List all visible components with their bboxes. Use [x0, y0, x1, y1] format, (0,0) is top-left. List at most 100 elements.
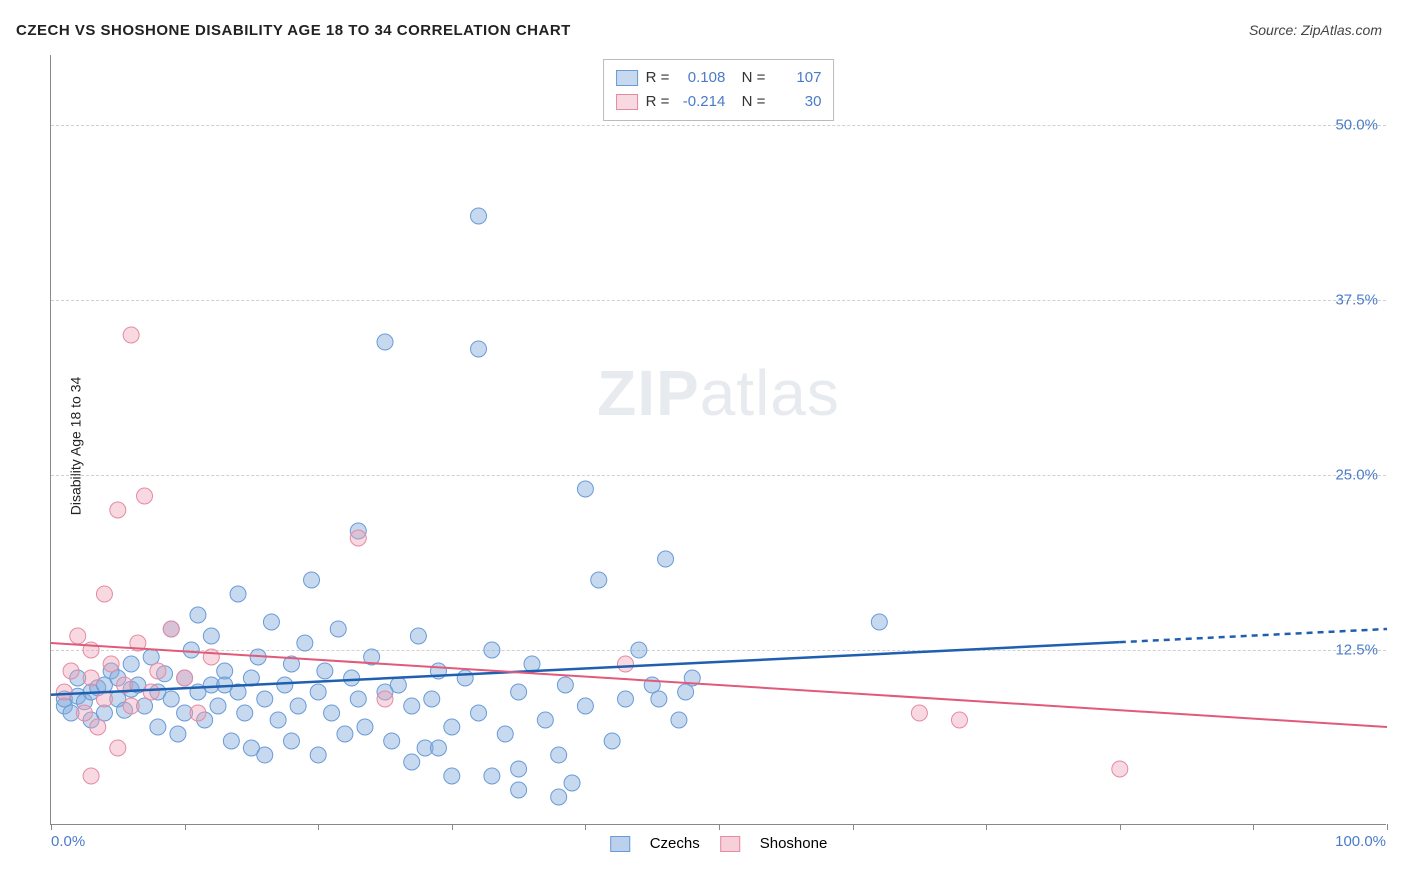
scatter-point	[56, 684, 72, 700]
scatter-point	[484, 642, 500, 658]
scatter-point	[96, 586, 112, 602]
x-tick	[1120, 824, 1121, 830]
legend-n-label: N =	[733, 66, 765, 90]
scatter-point	[270, 712, 286, 728]
plot-area: ZIPatlas 12.5%25.0%37.5%50.0% 0.0% 100.0…	[50, 55, 1386, 825]
scatter-point	[617, 691, 633, 707]
scatter-point	[471, 705, 487, 721]
x-tick	[51, 824, 52, 830]
legend-r-label: R =	[646, 90, 670, 114]
scatter-point	[203, 628, 219, 644]
scatter-point	[671, 712, 687, 728]
scatter-point	[350, 530, 366, 546]
scatter-point	[277, 677, 293, 693]
scatter-point	[137, 488, 153, 504]
scatter-point	[604, 733, 620, 749]
scatter-point	[871, 614, 887, 630]
x-tick	[1253, 824, 1254, 830]
scatter-point	[83, 670, 99, 686]
scatter-point	[330, 621, 346, 637]
scatter-point	[123, 698, 139, 714]
scatter-point	[70, 628, 86, 644]
scatter-point	[457, 670, 473, 686]
scatter-point	[424, 691, 440, 707]
scatter-point	[183, 642, 199, 658]
scatter-point	[210, 698, 226, 714]
scatter-point	[143, 684, 159, 700]
scatter-point	[557, 677, 573, 693]
scatter-point	[471, 341, 487, 357]
scatter-point	[190, 705, 206, 721]
scatter-point	[177, 670, 193, 686]
scatter-point	[257, 747, 273, 763]
scatter-point	[263, 614, 279, 630]
legend-n-label: N =	[733, 90, 765, 114]
scatter-point	[430, 740, 446, 756]
scatter-point	[357, 719, 373, 735]
scatter-point	[404, 698, 420, 714]
scatter-point	[344, 670, 360, 686]
scatter-point	[511, 782, 527, 798]
legend-swatch	[616, 70, 638, 86]
scatter-point	[163, 691, 179, 707]
scatter-point	[257, 691, 273, 707]
scatter-point	[290, 698, 306, 714]
scatter-point	[551, 789, 567, 805]
scatter-point	[551, 747, 567, 763]
scatter-point	[410, 628, 426, 644]
scatter-point	[444, 719, 460, 735]
scatter-point	[577, 698, 593, 714]
scatter-point	[150, 719, 166, 735]
correlation-legend: R = 0.108 N = 107R = -0.214 N = 30	[603, 59, 835, 121]
scatter-point	[404, 754, 420, 770]
scatter-point	[283, 733, 299, 749]
scatter-point	[1112, 761, 1128, 777]
scatter-point	[230, 586, 246, 602]
regression-line-dashed	[1120, 629, 1387, 642]
scatter-point	[390, 677, 406, 693]
x-tick	[1387, 824, 1388, 830]
scatter-point	[631, 642, 647, 658]
legend-row: R = -0.214 N = 30	[616, 90, 822, 114]
legend-series-label: Czechs	[650, 835, 700, 852]
x-axis-min-label: 0.0%	[51, 833, 85, 850]
scatter-point	[678, 684, 694, 700]
scatter-point	[170, 726, 186, 742]
chart-container: CZECH VS SHOSHONE DISABILITY AGE 18 TO 3…	[0, 0, 1406, 892]
scatter-point	[297, 635, 313, 651]
scatter-point	[484, 768, 500, 784]
scatter-point	[658, 551, 674, 567]
scatter-point	[163, 621, 179, 637]
scatter-point	[150, 663, 166, 679]
scatter-point	[511, 761, 527, 777]
legend-r-value: 0.108	[677, 66, 725, 90]
x-tick	[585, 824, 586, 830]
scatter-point	[237, 705, 253, 721]
scatter-point	[123, 327, 139, 343]
legend-r-value: -0.214	[677, 90, 725, 114]
legend-swatch	[610, 836, 630, 852]
scatter-point	[591, 572, 607, 588]
legend-row: R = 0.108 N = 107	[616, 66, 822, 90]
scatter-point	[90, 719, 106, 735]
scatter-point	[651, 691, 667, 707]
scatter-point	[110, 740, 126, 756]
source-label: Source: ZipAtlas.com	[1249, 22, 1382, 38]
scatter-point	[577, 481, 593, 497]
legend-n-value: 30	[773, 90, 821, 114]
x-tick	[986, 824, 987, 830]
scatter-point	[337, 726, 353, 742]
series-legend: CzechsShoshone	[610, 835, 828, 852]
scatter-point	[310, 684, 326, 700]
scatter-point	[324, 705, 340, 721]
scatter-point	[123, 656, 139, 672]
scatter-point	[377, 691, 393, 707]
scatter-point	[317, 663, 333, 679]
scatter-point	[377, 334, 393, 350]
x-tick	[853, 824, 854, 830]
scatter-point	[310, 747, 326, 763]
x-tick	[185, 824, 186, 830]
scatter-point	[83, 768, 99, 784]
scatter-point	[76, 705, 92, 721]
scatter-point	[110, 502, 126, 518]
